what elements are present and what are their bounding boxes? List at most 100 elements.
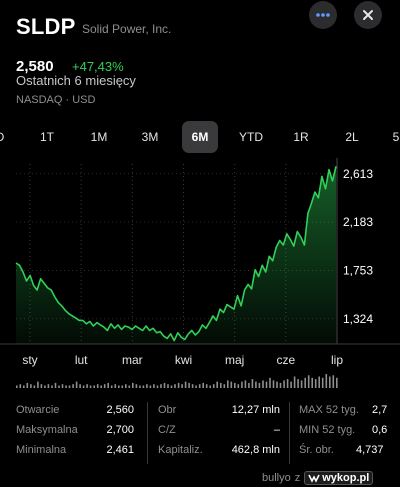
- volume-bar: [212, 384, 215, 388]
- volume-bar: [223, 384, 226, 388]
- volume-bar: [314, 379, 317, 388]
- volume-bar: [191, 384, 194, 388]
- volume-bar: [202, 382, 204, 388]
- wykop-logo: wykop.pl: [304, 470, 374, 485]
- range-tabs: D 1T 1M 3M 6M YTD 1R 2L 5: [0, 121, 400, 153]
- tab-1m[interactable]: 1M: [90, 130, 108, 144]
- volume-bar: [160, 384, 162, 388]
- volume-bar: [30, 384, 32, 388]
- volume-bar: [304, 377, 306, 388]
- volume-bar: [26, 382, 29, 388]
- volume-bar: [75, 381, 78, 388]
- volume-bar: [54, 382, 57, 388]
- stat-open-value: 2,560: [106, 404, 134, 416]
- tab-3m[interactable]: 3M: [141, 130, 159, 144]
- volume-bar: [220, 382, 222, 388]
- volume-bar: [110, 385, 113, 388]
- volume-bar: [51, 385, 53, 388]
- tab-ytd[interactable]: YTD: [239, 130, 263, 144]
- volume-bar: [300, 380, 303, 388]
- volume-bar: [258, 382, 261, 388]
- company-name: Solid Power, Inc.: [82, 22, 172, 36]
- volume-bar: [65, 385, 67, 388]
- stat-avgvol-value: 4,737: [356, 444, 384, 456]
- tab-6m[interactable]: 6M: [182, 121, 218, 153]
- volume-bar: [272, 380, 275, 388]
- volume-bar: [86, 384, 88, 388]
- wykop-logo-text: wykop.pl: [322, 471, 370, 484]
- stat-avgvol-label: Śr. obr.: [299, 444, 334, 456]
- volume-bar: [205, 384, 208, 388]
- tab-1t[interactable]: 1T: [39, 130, 54, 144]
- ticker-symbol: SLDP: [16, 14, 76, 39]
- stats-divider: [147, 402, 148, 464]
- tab-2l[interactable]: 2L: [345, 130, 359, 144]
- stat-volume-label: Obr: [158, 404, 177, 416]
- volume-bar: [290, 381, 292, 388]
- volume-bar: [265, 381, 268, 388]
- volume-bar: [100, 385, 102, 388]
- volume-bar: [181, 384, 183, 388]
- volume-bar: [96, 384, 99, 388]
- stat-max52-label: MAX 52 tyg.: [299, 404, 359, 416]
- x-tick-label: mar: [122, 353, 143, 367]
- y-tick-label: 2,613: [343, 167, 373, 181]
- watermark-user: bullyo: [262, 471, 291, 484]
- volume-bar: [311, 377, 313, 388]
- volume-bar: [44, 385, 46, 388]
- stat-pe-label: C/Z: [158, 424, 176, 436]
- volume-bar: [184, 381, 187, 388]
- volume-bar: [142, 385, 145, 388]
- price-chart[interactable]: 2,613 2,183 1,753 1,324 sty lut mar kwi maj cze l…: [0, 158, 400, 370]
- volume-bar: [47, 384, 50, 388]
- volume-bar: [283, 380, 285, 388]
- y-tick-label: 2,183: [343, 215, 373, 229]
- tab-d[interactable]: D: [0, 121, 8, 153]
- volume-bar: [23, 385, 25, 388]
- volume-bar: [262, 380, 264, 388]
- volume-bar: [195, 385, 197, 388]
- wykop-logo-icon: [308, 474, 320, 483]
- volume-bar: [188, 382, 190, 388]
- stat-low-label: Minimalna: [16, 444, 67, 456]
- y-tick-label: 1,753: [343, 264, 373, 278]
- volume-bar: [58, 385, 60, 388]
- tab-1r[interactable]: 1R: [293, 130, 309, 144]
- volume-bar: [269, 377, 271, 388]
- close-button[interactable]: [354, 1, 382, 29]
- volume-bar: [16, 385, 18, 388]
- volume-bar: [37, 381, 39, 388]
- volume-bar: [244, 380, 247, 388]
- x-tick-label: cze: [276, 353, 295, 367]
- volume-bar: [276, 381, 278, 388]
- volume-bar: [332, 375, 335, 388]
- volume-bar: [234, 382, 236, 388]
- volume-bar: [163, 382, 166, 388]
- volume-bar: [321, 377, 324, 388]
- volume-bar: [82, 385, 85, 388]
- stat-low-value: 2,461: [106, 444, 134, 456]
- volume-bar: [128, 385, 131, 388]
- y-tick-label: 1,324: [343, 312, 373, 326]
- stat-cap-value: 462,8 mln: [231, 444, 280, 456]
- volume-bar: [251, 379, 254, 388]
- volume-bar: [40, 384, 43, 388]
- volume-bar: [198, 384, 201, 388]
- stats-panel: Otwarcie 2,560 Maksymalna 2,700 Minimaln…: [0, 398, 400, 468]
- more-button[interactable]: [309, 1, 337, 29]
- volume-bar: [93, 385, 95, 388]
- volume-bar: [255, 381, 257, 388]
- volume-bar: [336, 377, 338, 388]
- volume-bar: [248, 382, 250, 388]
- volume-bar: [61, 384, 64, 388]
- volume-bar: [167, 384, 169, 388]
- price-change: +47,43%: [72, 59, 124, 74]
- volume-bar: [68, 385, 71, 388]
- volume-bar: [135, 384, 138, 388]
- volume-bar: [107, 382, 109, 388]
- volume-bar: [209, 385, 211, 388]
- tab-5l[interactable]: 5: [392, 130, 400, 144]
- price-area: [16, 166, 336, 344]
- x-tick-label: sty: [22, 353, 37, 367]
- volume-bar: [230, 381, 233, 388]
